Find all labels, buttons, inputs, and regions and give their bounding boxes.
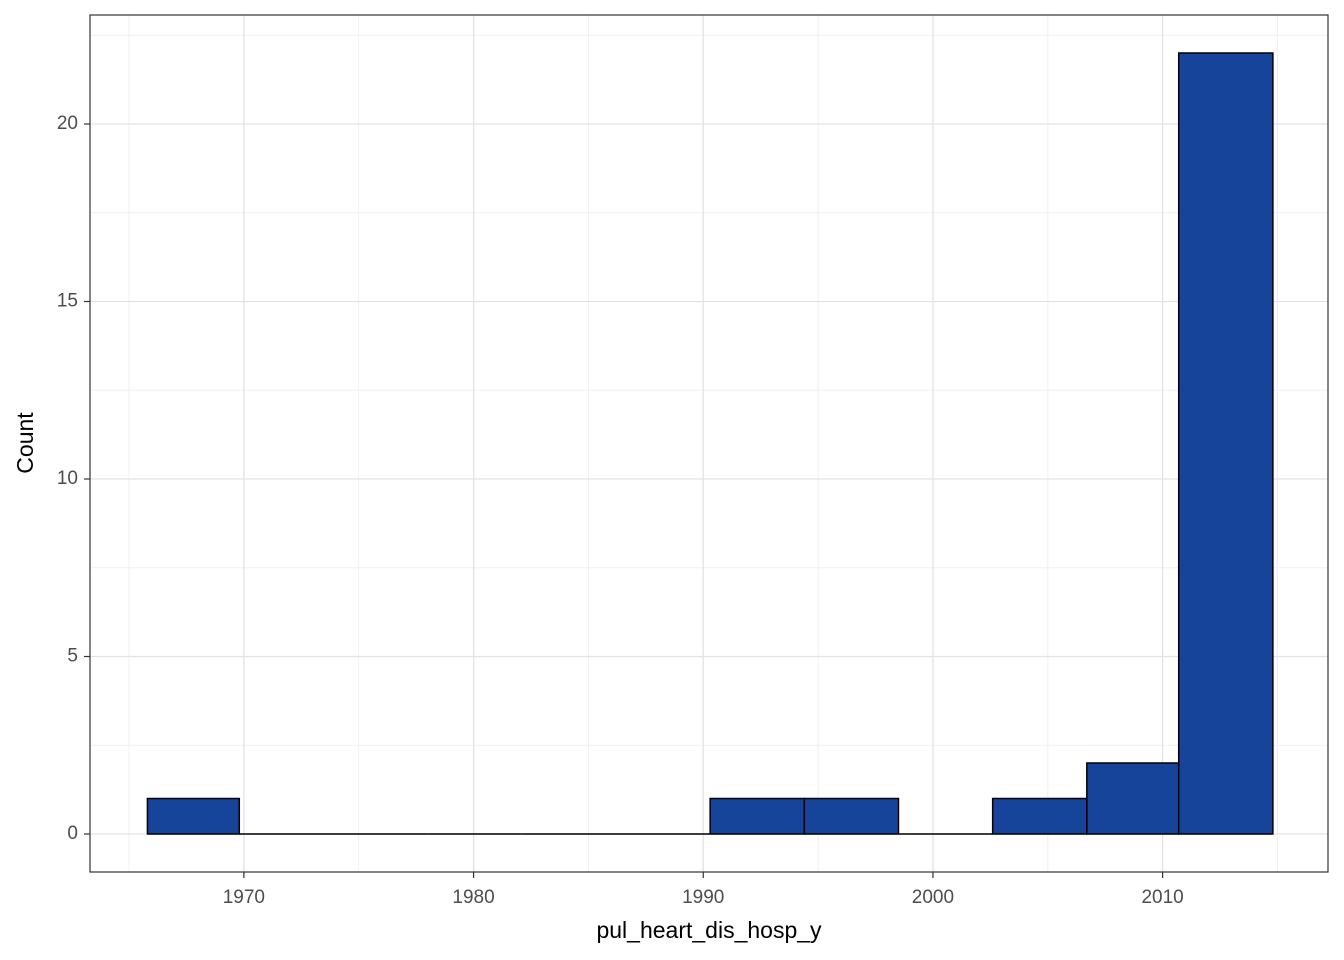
y-tick-label: 10 <box>57 468 78 489</box>
y-tick-label: 15 <box>57 291 78 312</box>
x-tick-label: 1970 <box>223 887 265 908</box>
bars <box>146 52 1274 835</box>
x-axis-title: pul_heart_dis_hosp_y <box>596 917 822 943</box>
bar <box>1086 762 1180 835</box>
x-tick-label: 2010 <box>1141 887 1183 908</box>
bar <box>991 797 1088 835</box>
y-tick-label: 0 <box>67 823 78 844</box>
y-tick-label: 20 <box>57 113 78 134</box>
x-tick-label: 1980 <box>452 887 494 908</box>
bar <box>1177 52 1274 835</box>
grid <box>90 15 1328 872</box>
panel-border <box>89 14 1329 873</box>
y-tick-label: 5 <box>67 646 78 667</box>
x-tick-label: 1990 <box>682 887 724 908</box>
bar <box>709 797 806 835</box>
x-tick-label: 2000 <box>912 887 954 908</box>
bar <box>146 797 241 835</box>
bar <box>803 797 900 835</box>
y-axis-title: Count <box>12 412 38 474</box>
